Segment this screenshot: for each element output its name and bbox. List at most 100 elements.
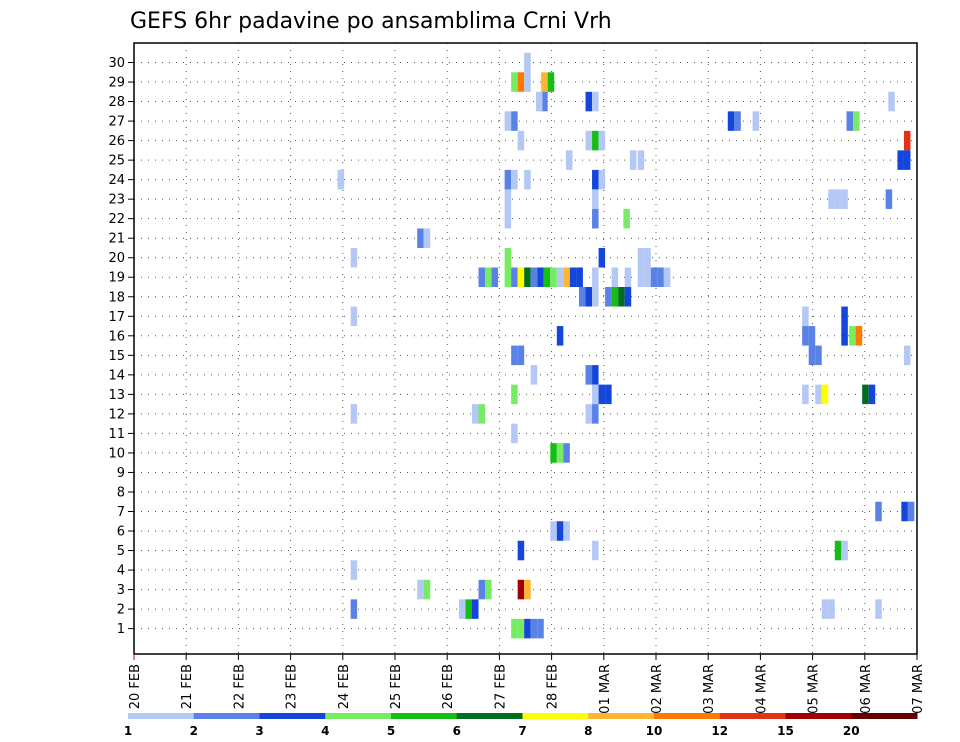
heatmap-cell	[417, 228, 424, 248]
heatmap-cell	[868, 384, 876, 405]
heatmap-cell	[478, 579, 486, 600]
colorbar-label: 20	[843, 724, 860, 738]
heatmap-cell	[579, 287, 586, 307]
y-tick-label: 27	[108, 115, 125, 130]
heatmap-cell	[337, 169, 345, 190]
heatmap-cell	[511, 384, 518, 405]
x-tick-label: 21 FEB	[180, 664, 195, 709]
heatmap-cell	[547, 72, 555, 92]
heatmap-cell	[478, 267, 486, 288]
heatmap-cell	[350, 306, 358, 327]
heatmap-cell	[504, 208, 512, 229]
grid	[133, 43, 918, 654]
heatmap-cell	[504, 247, 512, 268]
heatmap-cell	[611, 267, 619, 288]
heatmap-cell	[841, 540, 848, 561]
heatmap-cell	[511, 72, 518, 92]
colorbar-swatch	[193, 713, 260, 719]
y-tick-label: 3	[117, 583, 125, 598]
heatmap-cell	[537, 267, 544, 288]
heatmap-cell	[550, 443, 557, 463]
heatmap-cell	[605, 287, 612, 307]
heatmap-cell	[524, 52, 531, 73]
heatmap-cell	[585, 91, 593, 112]
colorbar-label: 10	[646, 724, 663, 738]
colorbar-swatch	[851, 713, 918, 719]
x-tick-label: 05 MAR	[807, 664, 822, 714]
y-tick-label: 19	[108, 271, 125, 286]
heatmap-cell	[585, 404, 593, 424]
colorbar-swatch	[128, 713, 195, 719]
heatmap-cell	[885, 189, 893, 209]
y-axis: 1234567891011121314151617181920212223242…	[108, 56, 134, 637]
heatmap-cell	[541, 72, 548, 92]
heatmap-cell	[834, 189, 842, 209]
heatmap-cell	[629, 150, 637, 170]
colorbar-label: 5	[387, 724, 395, 738]
x-tick-label: 01 MAR	[598, 664, 613, 714]
heatmap-cell	[517, 130, 525, 151]
heatmap-cell	[485, 267, 492, 288]
heatmap-cell	[563, 267, 570, 288]
heatmap-cell	[423, 228, 431, 248]
heatmap-cell	[511, 423, 518, 444]
heatmap-cell	[517, 579, 525, 600]
heatmap-cell	[478, 404, 486, 424]
x-tick-label: 23 FEB	[285, 664, 300, 709]
heatmap-cell	[855, 326, 863, 346]
heatmap-cell	[511, 345, 518, 366]
y-tick-label: 2	[117, 603, 125, 618]
heatmap-cell	[592, 208, 599, 229]
colorbar-swatch	[456, 713, 523, 719]
heatmap-cell	[458, 599, 466, 619]
heatmap-cell	[657, 267, 664, 288]
y-tick-label: 16	[108, 329, 125, 344]
x-tick-label: 24 FEB	[337, 664, 352, 709]
y-tick-label: 20	[108, 251, 125, 266]
heatmap-cell	[556, 267, 564, 288]
heatmap-cell	[585, 365, 593, 385]
heatmap-cell	[563, 521, 570, 541]
heatmap-cell	[543, 267, 551, 288]
heatmap-cell	[815, 384, 822, 405]
colorbar-swatch	[785, 713, 852, 719]
y-tick-label: 17	[108, 310, 125, 325]
heatmap-cell	[846, 111, 854, 131]
colorbar-label: 15	[777, 724, 794, 738]
heatmap-cell	[491, 267, 499, 288]
y-tick-label: 25	[108, 154, 125, 169]
heatmap-cell	[901, 501, 908, 522]
heatmap-cell	[734, 111, 741, 131]
heatmap-cell	[530, 618, 538, 639]
heatmap-cell	[423, 579, 431, 600]
heatmap-cell	[650, 267, 658, 288]
heatmap-cell	[808, 326, 816, 346]
heatmap-cell	[611, 287, 619, 307]
heatmap-cell	[903, 345, 911, 366]
colorbar-label: 12	[711, 724, 728, 738]
heatmap-cell	[511, 267, 518, 288]
heatmap-cell	[350, 560, 358, 580]
heatmap-cell	[802, 384, 809, 405]
y-tick-label: 12	[108, 407, 125, 422]
colorbar: 1 2 3 4 5 6 7 8 10 12 15 20	[124, 713, 918, 738]
colorbar-swatch	[259, 713, 326, 719]
colorbar-label: 7	[518, 724, 526, 738]
heatmap-cell	[350, 599, 358, 619]
heatmap-cell	[563, 443, 570, 463]
heatmap-cell	[504, 189, 512, 209]
heatmap-cell	[592, 169, 599, 190]
heatmap-cell	[592, 384, 599, 405]
y-tick-label: 21	[108, 232, 125, 247]
heatmap-cell	[504, 111, 512, 131]
y-tick-label: 10	[108, 446, 125, 461]
heatmap-cell	[903, 130, 911, 151]
heatmap-cell	[350, 247, 358, 268]
heatmap-cell	[350, 404, 358, 424]
heatmap-cell	[576, 267, 583, 288]
heatmap-cell	[903, 150, 911, 170]
heatmap-cell	[598, 169, 606, 190]
heatmap-cell	[841, 306, 848, 327]
y-tick-label: 30	[108, 56, 125, 71]
colorbar-swatch	[325, 713, 392, 719]
